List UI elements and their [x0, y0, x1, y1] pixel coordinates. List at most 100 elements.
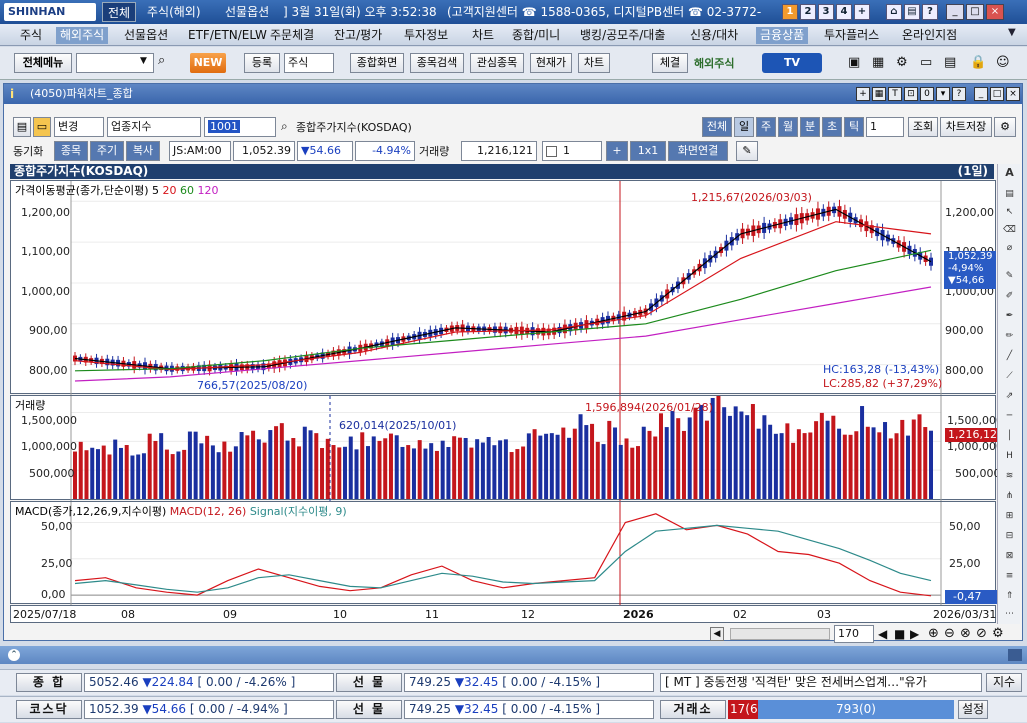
visible-count-input[interactable]: 170: [834, 625, 874, 643]
help-icon[interactable]: ?: [922, 4, 938, 20]
chart-button[interactable]: 차트: [578, 53, 610, 73]
window-zero-icon[interactable]: 0: [920, 87, 934, 101]
tool-line-icon[interactable]: ╱: [1006, 351, 1013, 361]
stop-icon[interactable]: ■: [894, 627, 906, 641]
overseas-stock-link[interactable]: 해외주식: [694, 57, 735, 70]
screen-add-button[interactable]: +: [854, 4, 870, 20]
color-toggle-icon[interactable]: ▭: [33, 117, 51, 137]
screen-link-button[interactable]: 화면연결: [668, 141, 728, 161]
printer-icon[interactable]: ▣: [848, 55, 861, 70]
settings-button[interactable]: 설정: [958, 700, 988, 719]
tool-all-icon[interactable]: ⌫: [1003, 225, 1016, 235]
change-select[interactable]: 변경: [54, 117, 104, 137]
menu-balance[interactable]: 잔고/평가: [334, 28, 383, 42]
kospi-label[interactable]: 종 합: [16, 673, 82, 692]
tab-overseas[interactable]: 주식(해외): [147, 5, 201, 19]
category-select[interactable]: 업종지수: [107, 117, 201, 137]
layout-count-select[interactable]: 1: [542, 141, 602, 161]
window-maximize-icon[interactable]: □: [990, 87, 1004, 101]
news-ticker[interactable]: [ MT ] 중동전쟁 '직격탄' 맞은 전세버스업계…"유가: [660, 673, 982, 692]
settings-icon[interactable]: ⚙: [994, 117, 1016, 137]
tool-fan-icon[interactable]: ⋔: [1005, 491, 1014, 501]
period-all-button[interactable]: 전체: [702, 117, 732, 137]
period-second-button[interactable]: 초: [822, 117, 842, 137]
add-layout-icon[interactable]: +: [606, 141, 628, 161]
index-button[interactable]: 지수: [986, 673, 1022, 692]
minimize-icon[interactable]: _: [946, 4, 964, 20]
close-icon[interactable]: ×: [986, 4, 1004, 20]
tool-cycle-icon[interactable]: ⊟: [1005, 531, 1014, 541]
sync-stock-button[interactable]: 종목: [54, 141, 88, 161]
tool-channel-icon[interactable]: ⊞: [1005, 511, 1014, 521]
tab-futures[interactable]: 선물옵션: [225, 5, 270, 19]
menu-overseas-stock[interactable]: 해외주식: [56, 27, 109, 44]
code-input[interactable]: 1001: [204, 117, 276, 137]
menu-order[interactable]: 주문체결: [270, 28, 315, 42]
sync-copy-button[interactable]: 복사: [126, 141, 160, 161]
menu-chart[interactable]: 차트: [472, 28, 495, 42]
menu-invest-info[interactable]: 투자정보: [404, 28, 449, 42]
period-minute-button[interactable]: 분: [800, 117, 820, 137]
screen-button-1[interactable]: 1: [782, 4, 798, 20]
home-icon[interactable]: ⌂: [886, 4, 902, 20]
tool-pencil-icon[interactable]: ✎: [1005, 271, 1014, 281]
screen-button-2[interactable]: 2: [800, 4, 816, 20]
menu-credit[interactable]: 신용/대차: [690, 28, 739, 42]
layout-button[interactable]: 1x1: [630, 141, 666, 161]
menu-financial-products[interactable]: 금융상품: [756, 27, 809, 44]
window-text-icon[interactable]: T: [888, 87, 902, 101]
tool-fib-icon[interactable]: ≋: [1005, 471, 1014, 481]
tool-marker-icon[interactable]: ✐: [1005, 291, 1014, 301]
window-add-icon[interactable]: +: [856, 87, 870, 101]
tool-vline-icon[interactable]: │: [1006, 431, 1013, 441]
search-icon[interactable]: ⌕: [158, 53, 166, 68]
tool-ray-icon[interactable]: ⟋: [1006, 371, 1013, 381]
lock-icon[interactable]: 🔒: [970, 55, 987, 70]
chevron-down-icon[interactable]: ▼: [140, 56, 147, 66]
tool-pen-icon[interactable]: ✏: [1005, 331, 1014, 341]
tool-brush-icon[interactable]: ✒: [1005, 311, 1014, 321]
menu-online-branch[interactable]: 온라인지점: [902, 28, 958, 42]
chart-save-button[interactable]: 차트저장: [940, 117, 992, 137]
period-day-button[interactable]: 일: [734, 117, 754, 137]
zoom-slider[interactable]: [730, 628, 830, 640]
sync-period-button[interactable]: 주기: [90, 141, 124, 161]
gear-icon[interactable]: ⚙: [896, 55, 908, 70]
window-pin-icon[interactable]: ▾: [936, 87, 950, 101]
contract-button[interactable]: 체결: [652, 53, 688, 73]
menu-etf[interactable]: ETF/ETN/ELW: [188, 28, 267, 42]
zoom-fit-icon[interactable]: ⊘: [976, 626, 987, 641]
print-icon[interactable]: ▤: [904, 4, 920, 20]
code-search-icon[interactable]: ⌕: [281, 119, 288, 133]
tool-a-icon[interactable]: A: [1005, 166, 1014, 179]
tool-arrow-icon[interactable]: ⇑: [1005, 591, 1014, 601]
tool-text-icon[interactable]: ≡: [1005, 571, 1014, 581]
stock-search-button[interactable]: 종목검색: [410, 53, 464, 73]
menu-scroll-icon[interactable]: ▼: [1008, 27, 1016, 38]
window-layout-icon[interactable]: ▦: [872, 87, 886, 101]
tool-hline-icon[interactable]: ─: [1006, 411, 1013, 421]
tool-extend-icon[interactable]: ⇗: [1005, 391, 1014, 401]
period-tick-button[interactable]: 틱: [844, 117, 864, 137]
tool-more-icon[interactable]: ⋯: [1005, 609, 1014, 619]
period-month-button[interactable]: 월: [778, 117, 798, 137]
window-help-icon[interactable]: ?: [952, 87, 966, 101]
tool-eraser-icon[interactable]: ⌀: [1006, 243, 1013, 253]
exchange-label[interactable]: 거래소: [660, 700, 726, 719]
next-icon[interactable]: ▶: [910, 627, 920, 641]
menu-invest-plus[interactable]: 투자플러스: [824, 28, 880, 42]
chart-settings-icon[interactable]: ⚙: [992, 626, 1004, 641]
new-badge[interactable]: NEW: [190, 53, 226, 73]
kospi-futures-label[interactable]: 선 물: [336, 673, 402, 692]
calculator-icon[interactable]: ▦: [872, 55, 885, 70]
scroll-left-icon[interactable]: ◀: [710, 627, 724, 641]
menu-banking[interactable]: 뱅킹/공모주/대출: [580, 28, 666, 42]
resize-icon[interactable]: [1008, 649, 1022, 661]
period-count-select[interactable]: 1: [866, 117, 904, 137]
tool-cursor-icon[interactable]: ↖: [1005, 207, 1014, 217]
window-minimize-icon[interactable]: _: [974, 87, 988, 101]
panel-toggle-icon[interactable]: ▤: [13, 117, 31, 137]
kosdaq-futures-label[interactable]: 선 물: [336, 700, 402, 719]
period-week-button[interactable]: 주: [756, 117, 776, 137]
tool-gann-icon[interactable]: ⊠: [1005, 551, 1014, 561]
